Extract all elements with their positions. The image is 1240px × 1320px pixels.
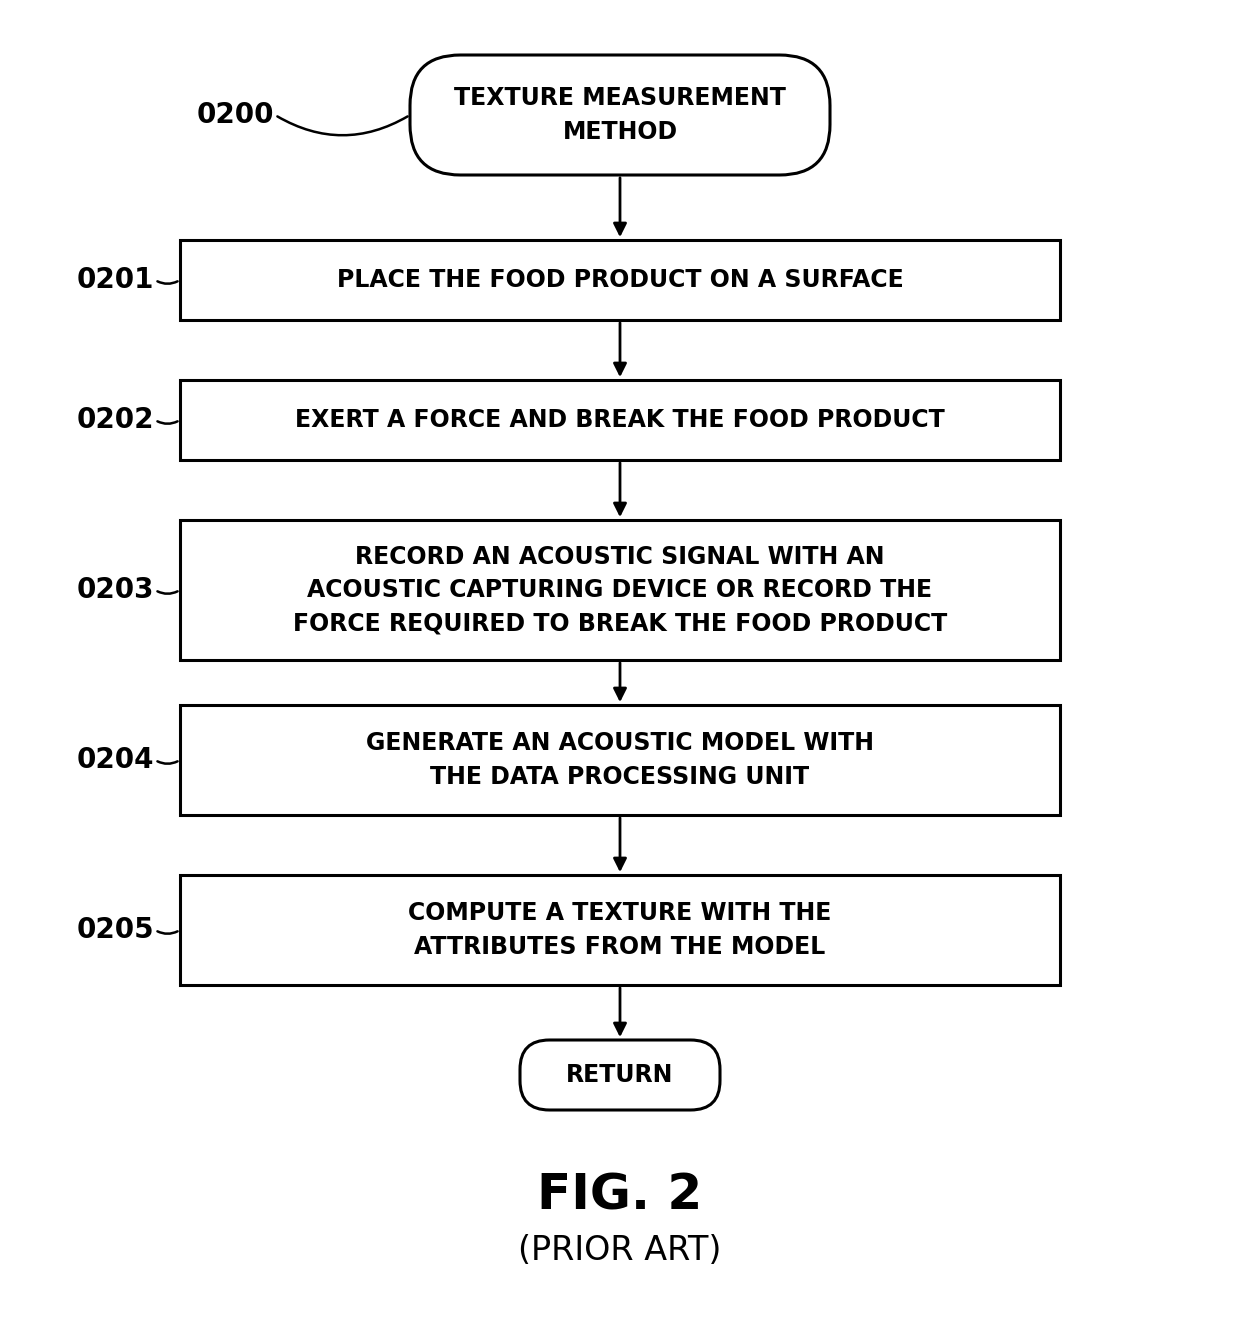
FancyBboxPatch shape (180, 705, 1060, 814)
Text: 0202: 0202 (76, 407, 154, 434)
FancyArrowPatch shape (157, 421, 177, 424)
Text: RETURN: RETURN (567, 1063, 673, 1086)
Text: TEXTURE MEASUREMENT
METHOD: TEXTURE MEASUREMENT METHOD (454, 86, 786, 144)
Text: RECORD AN ACOUSTIC SIGNAL WITH AN
ACOUSTIC CAPTURING DEVICE OR RECORD THE
FORCE : RECORD AN ACOUSTIC SIGNAL WITH AN ACOUST… (293, 544, 947, 635)
Text: 0204: 0204 (76, 746, 154, 774)
FancyBboxPatch shape (410, 55, 830, 176)
Text: GENERATE AN ACOUSTIC MODEL WITH
THE DATA PROCESSING UNIT: GENERATE AN ACOUSTIC MODEL WITH THE DATA… (366, 731, 874, 789)
Text: PLACE THE FOOD PRODUCT ON A SURFACE: PLACE THE FOOD PRODUCT ON A SURFACE (336, 268, 904, 292)
Text: 0200: 0200 (196, 102, 274, 129)
FancyBboxPatch shape (180, 240, 1060, 319)
Text: 0203: 0203 (76, 576, 154, 605)
FancyArrowPatch shape (278, 116, 408, 135)
FancyArrowPatch shape (157, 591, 177, 594)
FancyArrowPatch shape (157, 762, 177, 764)
Text: 0201: 0201 (77, 267, 154, 294)
Text: COMPUTE A TEXTURE WITH THE
ATTRIBUTES FROM THE MODEL: COMPUTE A TEXTURE WITH THE ATTRIBUTES FR… (408, 902, 832, 958)
FancyBboxPatch shape (180, 380, 1060, 459)
FancyArrowPatch shape (157, 932, 177, 933)
Text: 0205: 0205 (76, 916, 154, 944)
Text: FIG. 2: FIG. 2 (537, 1171, 703, 1218)
Text: (PRIOR ART): (PRIOR ART) (518, 1233, 722, 1266)
FancyBboxPatch shape (180, 875, 1060, 985)
FancyArrowPatch shape (157, 281, 177, 284)
FancyBboxPatch shape (520, 1040, 720, 1110)
FancyBboxPatch shape (180, 520, 1060, 660)
Text: EXERT A FORCE AND BREAK THE FOOD PRODUCT: EXERT A FORCE AND BREAK THE FOOD PRODUCT (295, 408, 945, 432)
